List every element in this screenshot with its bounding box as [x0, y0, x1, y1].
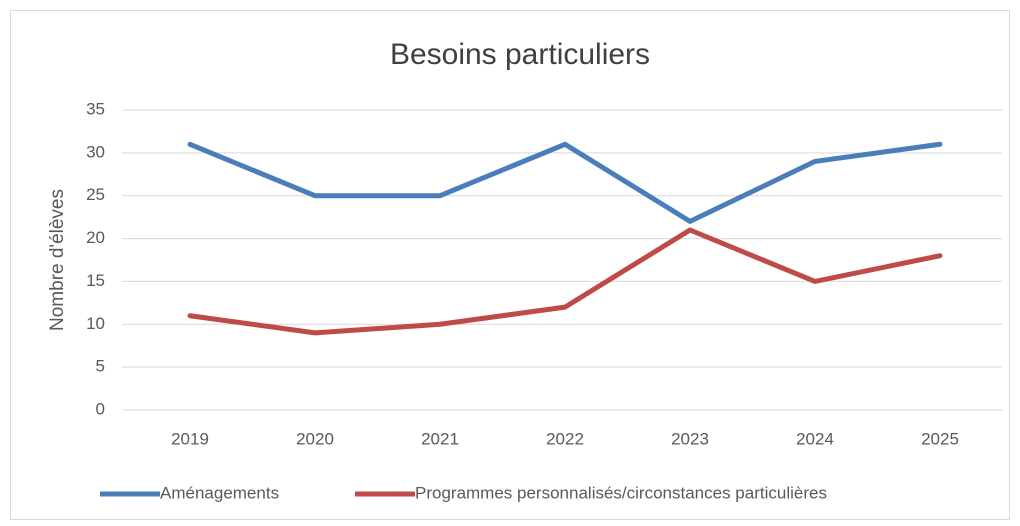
y-tick-label: 0	[96, 399, 105, 418]
y-tick-label: 35	[86, 99, 105, 118]
legend-label: Programmes personnalisés/circonstances p…	[415, 483, 827, 502]
y-tick-label: 25	[86, 185, 105, 204]
y-axis-label: Nombre d'élèves	[47, 189, 68, 331]
chart-border	[10, 10, 1010, 520]
x-tick-label: 2023	[671, 429, 709, 448]
x-tick-label: 2019	[171, 429, 209, 448]
x-tick-label: 2025	[921, 429, 959, 448]
x-tick-label: 2021	[421, 429, 459, 448]
x-tick-label: 2022	[546, 429, 584, 448]
y-tick-label: 15	[86, 271, 105, 290]
y-tick-label: 30	[86, 142, 105, 161]
series-line	[187, 141, 943, 224]
series-line	[187, 227, 943, 336]
chart-title: Besoins particuliers	[390, 38, 650, 71]
x-tick-label: 2020	[296, 429, 334, 448]
legend-label: Aménagements	[160, 483, 279, 502]
y-tick-label: 5	[96, 357, 105, 376]
x-tick-label: 2024	[796, 429, 834, 448]
y-tick-label: 10	[86, 314, 105, 333]
y-tick-label: 20	[86, 228, 105, 247]
